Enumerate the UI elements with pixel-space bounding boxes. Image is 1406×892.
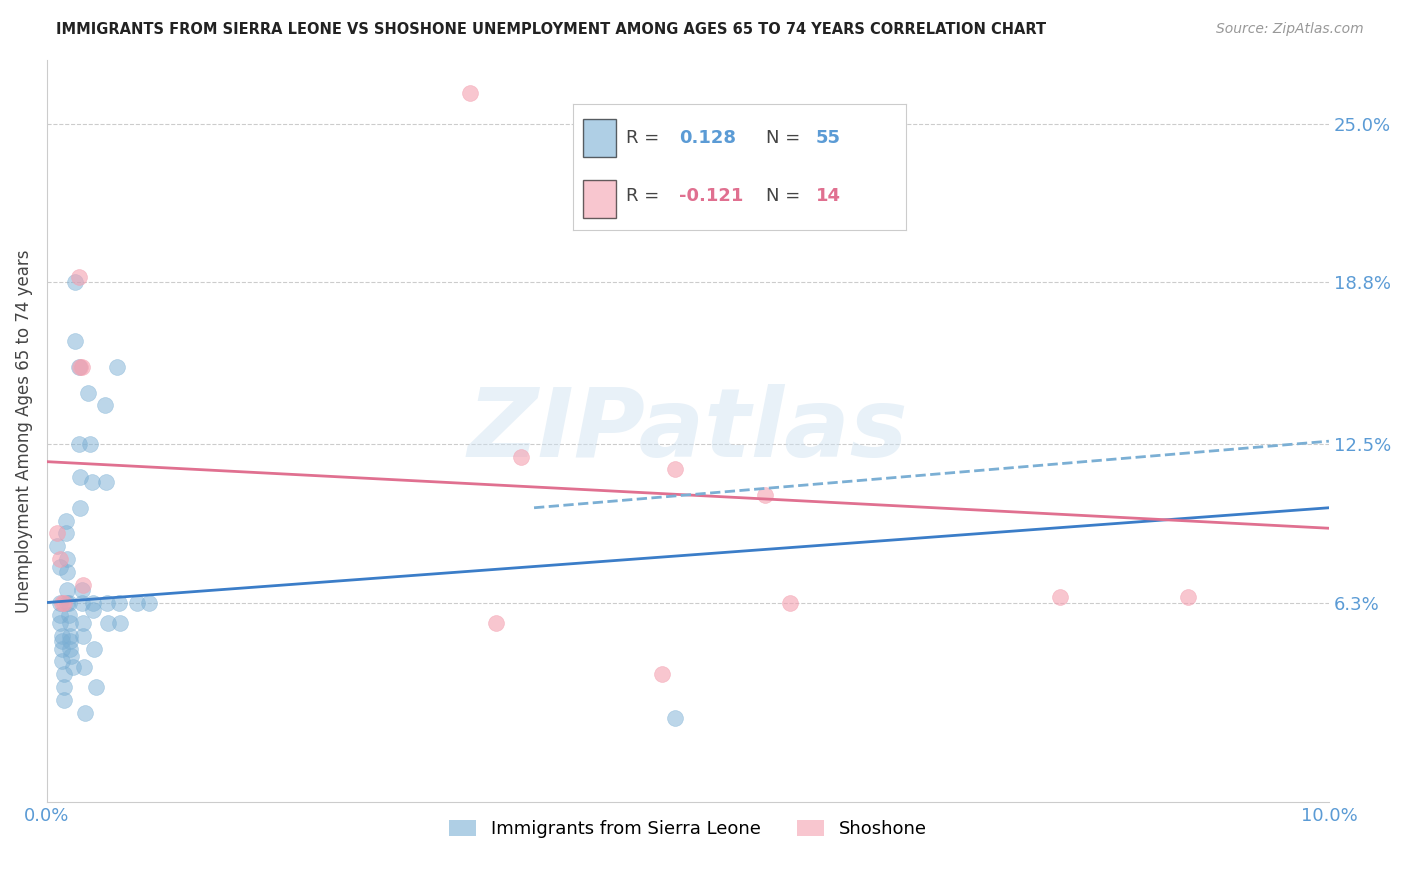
Point <box>52 680 75 694</box>
Point <box>664 711 686 725</box>
Point <box>69 470 91 484</box>
Point <box>779 595 801 609</box>
Point <box>48 615 70 630</box>
Point <box>72 615 94 630</box>
Point <box>67 436 90 450</box>
Point <box>510 450 533 464</box>
Point <box>59 629 82 643</box>
Point <box>79 436 101 450</box>
Point <box>46 539 69 553</box>
Point <box>51 654 73 668</box>
Point <box>56 595 79 609</box>
Point <box>94 475 117 490</box>
Point <box>52 667 75 681</box>
Point <box>108 615 131 630</box>
Point <box>51 629 73 643</box>
Point <box>60 649 83 664</box>
Point <box>63 334 86 349</box>
Point <box>59 634 82 648</box>
Point <box>55 514 77 528</box>
Point <box>58 595 80 609</box>
Point <box>72 577 94 591</box>
Point <box>82 595 104 609</box>
Point <box>48 595 70 609</box>
Point <box>82 603 104 617</box>
Point <box>97 615 120 630</box>
Point <box>51 595 73 609</box>
Point <box>70 359 93 374</box>
Point <box>84 680 107 694</box>
Point <box>59 641 82 656</box>
Point <box>1177 591 1199 605</box>
Point <box>52 693 75 707</box>
Point <box>125 595 148 609</box>
Point <box>458 86 481 100</box>
Point <box>55 526 77 541</box>
Point <box>80 475 103 490</box>
Y-axis label: Unemployment Among Ages 65 to 74 years: Unemployment Among Ages 65 to 74 years <box>15 249 32 613</box>
Point <box>62 659 84 673</box>
Point <box>1049 591 1071 605</box>
Text: IMMIGRANTS FROM SIERRA LEONE VS SHOSHONE UNEMPLOYMENT AMONG AGES 65 TO 74 YEARS : IMMIGRANTS FROM SIERRA LEONE VS SHOSHONE… <box>56 22 1046 37</box>
Point <box>63 276 86 290</box>
Point <box>96 595 118 609</box>
Point <box>73 659 96 673</box>
Point <box>107 595 129 609</box>
Point <box>52 595 75 609</box>
Point <box>59 615 82 630</box>
Point <box>70 582 93 597</box>
Legend: Immigrants from Sierra Leone, Shoshone: Immigrants from Sierra Leone, Shoshone <box>441 813 934 846</box>
Text: ZIPatlas: ZIPatlas <box>468 384 908 477</box>
Point <box>58 608 80 623</box>
Point <box>664 462 686 476</box>
Point <box>105 359 128 374</box>
Point <box>46 526 69 541</box>
Point <box>48 559 70 574</box>
Point <box>48 552 70 566</box>
Point <box>138 595 160 609</box>
Point <box>56 582 79 597</box>
Point <box>51 634 73 648</box>
Point <box>754 488 776 502</box>
Point <box>56 565 79 579</box>
Text: Source: ZipAtlas.com: Source: ZipAtlas.com <box>1216 22 1364 37</box>
Point <box>77 385 100 400</box>
Point <box>56 552 79 566</box>
Point <box>70 595 93 609</box>
Point <box>69 500 91 515</box>
Point <box>67 270 90 285</box>
Point <box>83 641 105 656</box>
Point <box>72 629 94 643</box>
Point <box>651 667 673 681</box>
Point <box>69 359 91 374</box>
Point <box>67 359 90 374</box>
Point <box>93 398 115 412</box>
Point <box>51 641 73 656</box>
Point <box>48 608 70 623</box>
Point <box>75 706 97 720</box>
Point <box>484 615 506 630</box>
